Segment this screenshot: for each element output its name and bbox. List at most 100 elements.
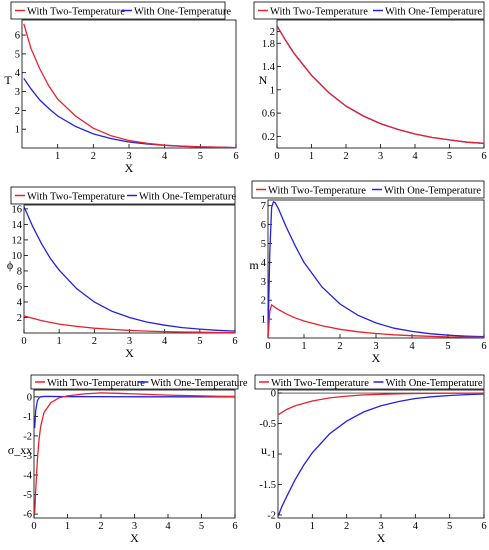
legend-label: With Two-Temperature xyxy=(27,7,125,18)
x-tick-label: 4 xyxy=(162,336,168,347)
y-tick-label: 4 xyxy=(17,297,23,308)
x-tick-label: 5 xyxy=(445,341,450,352)
x-tick-label: 5 xyxy=(447,521,452,532)
series-line xyxy=(34,395,235,429)
series-line xyxy=(24,315,235,334)
legend-label: With One-Temperature xyxy=(385,7,482,18)
y-tick-label: 5 xyxy=(261,239,266,250)
y-tick-label: 3 xyxy=(261,277,266,288)
y-tick-label: -2 xyxy=(23,431,32,442)
y-tick-label: 2 xyxy=(17,313,22,324)
x-tick-label: 0 xyxy=(275,521,280,532)
y-tick-label: -1 xyxy=(23,412,32,423)
plot-frame xyxy=(277,389,485,519)
series-line xyxy=(278,393,484,516)
plot-frame xyxy=(33,389,236,519)
chart-panel-2: With Two-Temperature With One-Temperature… xyxy=(253,1,487,162)
series-line xyxy=(34,392,235,515)
legend-label: With Two-Temperature xyxy=(270,7,368,18)
y-tick-label: 6 xyxy=(15,31,20,42)
y-tick-label: 10 xyxy=(12,251,23,262)
x-tick-label: 2 xyxy=(98,521,103,532)
x-axis-label: X xyxy=(372,351,381,365)
series-line xyxy=(277,25,484,144)
x-tick-label: 2 xyxy=(92,336,97,347)
x-axis-label: X xyxy=(377,531,386,545)
x-axis-label: X xyxy=(125,161,134,175)
x-tick-label: 0 xyxy=(21,336,26,347)
y-tick-label: 1 xyxy=(261,315,266,326)
x-tick-label: 3 xyxy=(132,521,137,532)
legend-label: With One-Temperature xyxy=(151,378,248,389)
y-tick-label: 5 xyxy=(15,49,20,60)
y-axis-label: ϕ xyxy=(7,258,13,272)
x-tick-label: 6 xyxy=(481,341,486,352)
plot-frame xyxy=(21,19,237,149)
y-tick-label: 1.4 xyxy=(262,62,276,73)
y-tick-label: 4 xyxy=(15,68,21,79)
x-tick-label: 1 xyxy=(301,341,306,352)
series-line xyxy=(24,206,235,332)
legend-label: With One-Temperature xyxy=(386,378,483,389)
y-tick-label: -1 xyxy=(267,450,276,461)
legend-box xyxy=(10,1,226,20)
series-line xyxy=(277,25,484,144)
x-tick-label: 1 xyxy=(55,151,60,162)
y-tick-label: 2 xyxy=(270,27,275,38)
y-axis-label: σ_xx xyxy=(8,443,32,457)
y-tick-label: 2 xyxy=(261,296,266,307)
x-tick-label: 4 xyxy=(409,341,415,352)
x-tick-label: 1 xyxy=(57,336,62,347)
legend-label: With Two-Temperature xyxy=(271,378,369,389)
x-tick-label: 0 xyxy=(31,521,36,532)
x-tick-label: 4 xyxy=(412,151,418,162)
y-axis-label: T xyxy=(4,73,12,87)
y-tick-label: 8 xyxy=(17,266,22,277)
x-axis-label: X xyxy=(125,346,134,360)
y-tick-label: 6 xyxy=(17,282,22,293)
x-tick-label: 4 xyxy=(413,521,419,532)
y-tick-label: 16 xyxy=(12,204,23,215)
x-tick-label: 1 xyxy=(310,521,315,532)
chart-panel-6: With Two-Temperature With One-Temperature… xyxy=(254,374,487,545)
x-tick-label: 4 xyxy=(162,151,168,162)
legend-label: With Two-Temperature xyxy=(47,378,145,389)
legend-label: With Two-Temperature xyxy=(268,186,366,197)
chart-panel-1: With Two-Temperature With One-Temperature… xyxy=(4,1,239,175)
y-tick-label: 1.8 xyxy=(262,39,275,50)
x-tick-label: 5 xyxy=(199,521,204,532)
x-tick-label: 3 xyxy=(373,341,378,352)
y-tick-label: 1 xyxy=(270,85,275,96)
x-tick-label: 3 xyxy=(378,151,383,162)
series-line xyxy=(23,23,236,149)
y-tick-label: 3 xyxy=(15,87,20,98)
x-tick-label: 3 xyxy=(127,336,132,347)
x-tick-label: 3 xyxy=(378,521,383,532)
legend-label: With One-Temperature xyxy=(139,192,236,203)
legend-box xyxy=(254,374,485,390)
x-axis-label: X xyxy=(130,531,139,545)
x-tick-label: 5 xyxy=(447,151,452,162)
plot-frame xyxy=(267,199,485,339)
x-tick-label: 6 xyxy=(481,521,486,532)
plot-frame xyxy=(23,204,236,334)
x-tick-label: 6 xyxy=(233,151,238,162)
y-tick-label: 0.2 xyxy=(262,132,275,143)
legend-label: With Two-Temperature xyxy=(27,192,125,203)
series-line xyxy=(23,78,236,149)
y-tick-label: 0 xyxy=(27,392,32,403)
legend-box xyxy=(10,186,236,205)
y-tick-label: -4 xyxy=(23,471,32,482)
y-tick-label: 6 xyxy=(261,220,266,231)
series-line xyxy=(268,200,484,339)
x-tick-label: 2 xyxy=(344,521,349,532)
y-axis-label: N xyxy=(259,73,268,87)
x-tick-label: 2 xyxy=(337,341,342,352)
chart-panel-5: With Two-Temperature With One-Temperature… xyxy=(8,374,248,545)
legend-label: With One-Temperature xyxy=(134,7,231,18)
y-axis-label: m xyxy=(249,258,259,272)
x-tick-label: 0 xyxy=(265,341,270,352)
x-tick-label: 5 xyxy=(197,336,202,347)
y-tick-label: 4 xyxy=(261,258,267,269)
x-tick-label: 1 xyxy=(309,151,314,162)
